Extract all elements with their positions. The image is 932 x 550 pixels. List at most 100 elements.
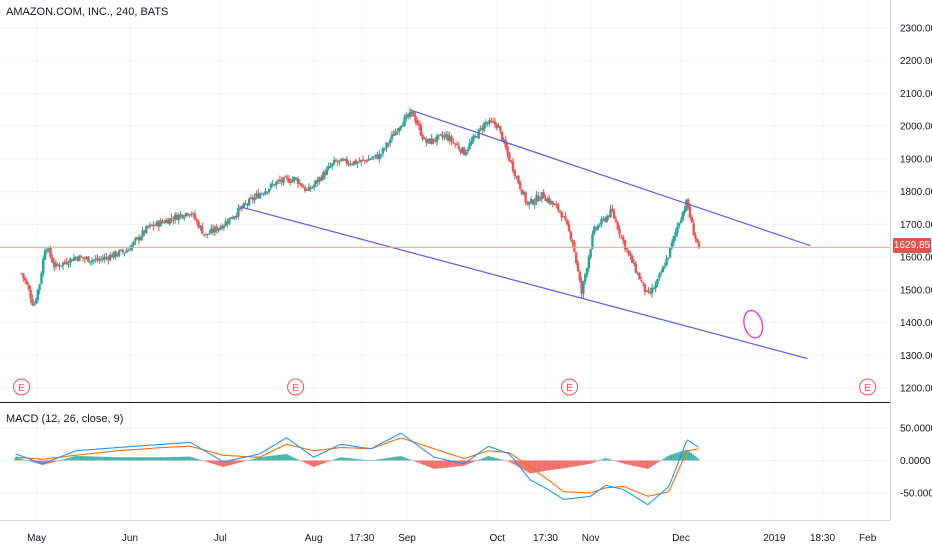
macd-histogram-bar <box>370 460 373 462</box>
candle-body <box>388 139 392 144</box>
macd-histogram-bar <box>287 454 290 461</box>
macd-histogram-bar <box>670 454 673 461</box>
candle-body <box>472 136 475 142</box>
macd-histogram-bar <box>677 452 680 461</box>
macd-histogram-bar <box>341 457 344 461</box>
macd-histogram-bar <box>632 460 635 466</box>
earnings-marker[interactable] <box>561 378 579 396</box>
macd-histogram-bar <box>292 457 295 461</box>
candle-body <box>367 159 370 161</box>
candle-body <box>584 274 587 282</box>
candle-body <box>305 189 309 191</box>
candle-body <box>327 166 330 169</box>
macd-histogram-bar <box>448 460 451 468</box>
candle-body <box>600 218 603 225</box>
price-axis-label: 1700.00 <box>900 220 932 231</box>
candle-body <box>150 224 153 226</box>
macd-histogram-bar <box>213 460 216 465</box>
circle-annotation[interactable] <box>741 308 766 340</box>
macd-histogram-bar <box>79 456 82 461</box>
candle-body <box>482 123 486 131</box>
macd-histogram-bar <box>534 460 537 473</box>
candle-body <box>455 143 459 146</box>
candle-body <box>154 225 157 227</box>
macd-histogram-bar <box>605 458 608 461</box>
macd-histogram-bar <box>132 457 134 461</box>
candle-body <box>323 172 327 176</box>
candle-body <box>170 218 173 220</box>
macd-histogram-bar <box>338 457 340 461</box>
macd-histogram-bar <box>50 460 53 463</box>
macd-histogram-bar <box>198 459 201 461</box>
macd-histogram-bar <box>245 460 248 462</box>
candle-body <box>137 236 141 241</box>
macd-axis-label: -50.0000 <box>900 489 932 500</box>
macd-histogram-bar <box>99 456 102 461</box>
macd-histogram-bar <box>623 460 626 464</box>
candle-body <box>300 183 303 187</box>
earnings-marker[interactable] <box>859 378 877 396</box>
candle-body <box>621 237 625 241</box>
candle-body <box>197 221 200 228</box>
macd-histogram-bar <box>598 460 600 462</box>
candle-body <box>217 228 220 231</box>
candle-body <box>423 138 426 140</box>
candle-body <box>611 208 614 212</box>
candle-body <box>605 216 609 222</box>
symbol-title: AMAZON.COM, INC., 240, BATS <box>6 6 169 18</box>
candle-body <box>152 224 155 227</box>
macd-histogram-bar <box>419 460 422 464</box>
earnings-marker[interactable] <box>13 378 31 396</box>
candle-body <box>186 213 189 216</box>
macd-histogram-bar <box>85 456 87 461</box>
candle-body <box>341 159 345 161</box>
candle-body <box>602 218 605 220</box>
earnings-marker[interactable] <box>287 378 305 396</box>
time-axis-label: Nov <box>582 533 600 544</box>
candle-body <box>343 158 347 160</box>
upper-trendline[interactable] <box>409 109 811 247</box>
candle-body <box>529 198 533 203</box>
candle-body <box>627 250 630 254</box>
macd-histogram-bar <box>363 459 366 461</box>
candle-body <box>275 181 278 186</box>
macd-histogram-bar <box>435 460 438 469</box>
macd-histogram-bar <box>339 457 342 461</box>
time-axis-label: Feb <box>859 533 877 544</box>
macd-histogram-bar <box>421 460 423 465</box>
macd-histogram-bar <box>119 457 122 461</box>
candle-body <box>681 212 684 220</box>
candle-body <box>565 220 569 225</box>
macd-histogram-bar <box>204 460 207 462</box>
candle-body <box>493 121 497 125</box>
time-axis-label: 2019 <box>763 533 786 544</box>
macd-histogram-bar <box>310 460 313 467</box>
candle-body <box>439 134 442 136</box>
lower-trendline[interactable] <box>238 205 808 360</box>
macd-histogram-bar <box>415 460 418 463</box>
candle-body <box>685 199 688 211</box>
macd-histogram-bar <box>68 457 71 461</box>
candle-body <box>546 198 549 202</box>
candle-body <box>219 227 222 230</box>
macd-histogram-bar <box>253 458 255 461</box>
macd-histogram-bar <box>305 460 308 464</box>
candle-body <box>164 220 168 223</box>
macd-histogram-bar <box>148 457 151 461</box>
candle-body <box>334 160 338 162</box>
macd-histogram-bar <box>254 458 257 461</box>
macd-histogram-bar <box>379 459 382 461</box>
macd-histogram-bar <box>401 456 404 461</box>
macd-histogram-bar <box>128 457 131 461</box>
macd-histogram-bar <box>560 460 563 469</box>
candle-body <box>105 256 108 258</box>
macd-histogram-bar <box>25 460 28 461</box>
macd-histogram-bar <box>112 457 115 461</box>
candle-body <box>260 193 264 195</box>
macd-histogram-bar <box>551 460 554 470</box>
macd-histogram-bar <box>285 454 288 461</box>
candle-body <box>481 128 484 130</box>
candle-body <box>374 154 377 157</box>
macd-histogram-bar <box>590 460 593 464</box>
